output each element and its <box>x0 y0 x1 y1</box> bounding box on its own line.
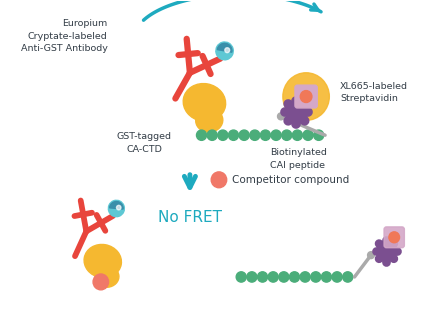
Ellipse shape <box>95 266 119 287</box>
Circle shape <box>300 91 312 102</box>
Circle shape <box>207 130 217 140</box>
Circle shape <box>236 272 246 282</box>
Wedge shape <box>109 202 123 209</box>
Circle shape <box>321 272 331 282</box>
Circle shape <box>216 42 233 60</box>
Text: GST-tagged
CA-CTD: GST-tagged CA-CTD <box>117 132 172 154</box>
FancyBboxPatch shape <box>295 85 317 108</box>
Circle shape <box>247 272 257 282</box>
Circle shape <box>93 274 109 290</box>
Circle shape <box>257 272 268 282</box>
Circle shape <box>303 130 313 140</box>
Ellipse shape <box>84 244 121 278</box>
Circle shape <box>368 252 374 259</box>
Wedge shape <box>217 43 232 52</box>
Circle shape <box>108 200 124 217</box>
Circle shape <box>343 272 353 282</box>
Circle shape <box>277 113 284 120</box>
Circle shape <box>116 205 121 210</box>
Text: Biotinylated
CAI peptide: Biotinylated CAI peptide <box>270 148 327 170</box>
Circle shape <box>292 130 302 140</box>
Circle shape <box>225 48 230 53</box>
Circle shape <box>279 272 289 282</box>
Circle shape <box>211 172 227 188</box>
Circle shape <box>268 272 278 282</box>
Ellipse shape <box>196 108 223 132</box>
Circle shape <box>271 130 281 140</box>
Text: XL665-labeled
Streptavidin: XL665-labeled Streptavidin <box>340 82 408 103</box>
FancyBboxPatch shape <box>384 227 404 248</box>
Circle shape <box>250 130 260 140</box>
Circle shape <box>228 130 239 140</box>
Ellipse shape <box>183 84 226 121</box>
Circle shape <box>311 272 321 282</box>
Text: Competitor compound: Competitor compound <box>232 175 349 185</box>
Circle shape <box>196 130 207 140</box>
Circle shape <box>289 272 299 282</box>
Circle shape <box>314 130 324 140</box>
Text: Europium
Cryptate-labeled
Anti-GST Antibody: Europium Cryptate-labeled Anti-GST Antib… <box>21 19 108 53</box>
Circle shape <box>218 130 228 140</box>
Circle shape <box>300 272 310 282</box>
Text: No FRET: No FRET <box>158 210 222 224</box>
Circle shape <box>389 232 400 243</box>
Circle shape <box>283 73 329 120</box>
Circle shape <box>260 130 271 140</box>
Circle shape <box>282 130 292 140</box>
Circle shape <box>239 130 249 140</box>
Circle shape <box>332 272 342 282</box>
